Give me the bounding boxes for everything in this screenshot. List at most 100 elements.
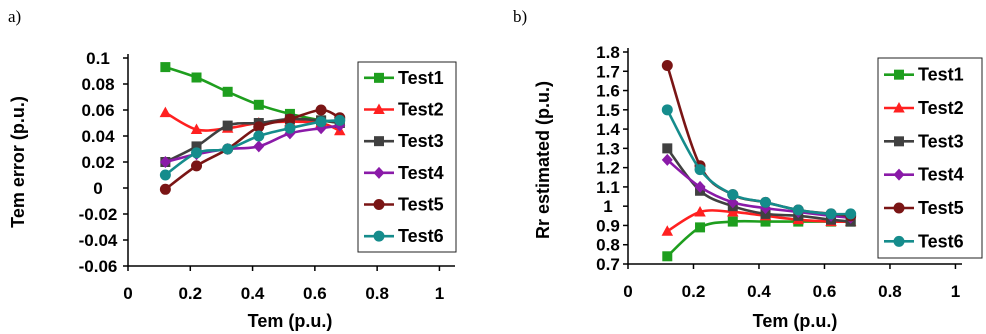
y-tick-label: -0.04 (79, 231, 118, 250)
data-point (661, 59, 673, 71)
data-point (159, 156, 171, 168)
x-tick-label: 0.4 (747, 282, 771, 301)
legend-swatch-marker (374, 136, 384, 147)
panel-label: a) (8, 7, 21, 26)
data-point (222, 120, 233, 131)
data-point (727, 216, 738, 227)
series-test6 (661, 104, 857, 220)
legend-label: Test2 (918, 98, 964, 118)
series-test6 (159, 114, 346, 181)
x-tick-label: 1 (435, 284, 444, 303)
y-tick-label: 0.9 (596, 216, 620, 235)
legend-swatch-marker (373, 199, 385, 210)
legend-label: Test4 (918, 165, 964, 185)
data-point (315, 116, 327, 128)
x-tick-label: 1 (951, 282, 960, 301)
legend-swatch-marker (373, 166, 385, 179)
data-point (284, 113, 296, 125)
y-tick-label: 1.8 (596, 43, 620, 62)
data-point (727, 189, 739, 201)
legend-label: Test5 (398, 195, 444, 215)
y-tick-label: 0 (93, 179, 102, 198)
x-axis-title: Tem (p.u.) (248, 311, 333, 331)
legend-swatch-marker (373, 103, 385, 114)
legend-label: Test1 (918, 65, 964, 85)
legend-label: Test2 (398, 100, 444, 120)
y-tick-label: 0.7 (596, 255, 620, 274)
legend-box (877, 57, 983, 259)
data-point (695, 222, 706, 233)
data-point (792, 204, 804, 216)
legend-label: Test6 (918, 231, 964, 251)
y-tick-label: 0.06 (81, 101, 114, 120)
data-point (191, 147, 203, 159)
data-point (845, 208, 857, 220)
y-tick-label: -0.06 (79, 257, 118, 276)
x-tick-label: 0 (123, 284, 132, 303)
x-tick-label: 0.6 (303, 284, 327, 303)
x-tick-label: 0.6 (813, 282, 837, 301)
legend-swatch-marker (893, 202, 905, 214)
y-tick-label: 0.08 (81, 75, 114, 94)
x-tick-label: 0.2 (682, 282, 706, 301)
data-point (191, 160, 203, 172)
x-tick-label: 0 (623, 282, 632, 301)
data-point (694, 180, 706, 193)
x-tick-label: 0.8 (365, 284, 389, 303)
data-point (253, 130, 265, 142)
y-tick-label: 1.3 (596, 139, 620, 158)
legend: Test1 Test2 Test3 Test4 Test5 Test6 (357, 61, 457, 253)
y-tick-label: 0.02 (81, 153, 114, 172)
data-point (694, 164, 706, 176)
data-point (694, 205, 706, 217)
series-line (666, 219, 851, 258)
legend-label: Test5 (918, 198, 964, 218)
x-tick-label: 0.2 (178, 284, 202, 303)
y-tick-label: 1.2 (596, 159, 620, 178)
y-tick-label: 1.4 (596, 120, 620, 139)
legend-swatch-marker (894, 69, 904, 80)
data-point (191, 141, 202, 152)
y-tick-label: 0.1 (86, 49, 110, 68)
data-point (159, 106, 172, 118)
data-point (315, 104, 327, 116)
data-point (284, 122, 296, 134)
series-line (666, 109, 851, 216)
data-point (222, 86, 233, 97)
data-point (661, 153, 673, 166)
data-point (222, 143, 234, 155)
data-point (760, 216, 771, 227)
data-point (662, 143, 673, 154)
legend-swatch-marker (893, 102, 905, 113)
legend-label: Test1 (398, 68, 444, 88)
legend-swatch-marker (894, 136, 904, 147)
y-tick-label: 1.1 (596, 178, 620, 197)
y-tick-label: 1.7 (596, 62, 620, 81)
y-axis-title: Tem error (p.u.) (8, 96, 28, 228)
panel-label: b) (513, 7, 527, 26)
y-tick-label: 1.6 (596, 82, 620, 101)
data-point (661, 104, 673, 116)
y-axis-title: Rr estimated (p.u.) (533, 81, 553, 239)
data-point (253, 99, 264, 110)
legend-swatch-marker (374, 72, 384, 83)
chart-a: a) 0.1 0.08 0.06 0.04 0.02 0 -0.02 -0.04 -0.06 0 0.… (8, 7, 457, 331)
data-point (760, 196, 772, 208)
data-point (253, 140, 265, 153)
legend: Test1 Test2 Test3 Test4 Test5 Test6 (877, 57, 983, 259)
data-point (160, 62, 171, 73)
data-point (662, 251, 673, 262)
legend-label: Test3 (398, 131, 444, 151)
data-point (159, 169, 171, 181)
series-line (666, 65, 851, 218)
x-tick-label: 0.8 (878, 282, 902, 301)
legend-swatch-marker (373, 230, 385, 242)
x-axis-title: Tem (p.u.) (753, 311, 838, 331)
chart-b: b)1.81.71.61.51.41.31.21.110.90.80.70 0.2… (513, 7, 983, 331)
legend-label: Test6 (398, 226, 444, 246)
legend-label: Test4 (398, 163, 444, 183)
data-point (727, 205, 739, 217)
data-point (661, 225, 674, 236)
data-point (825, 208, 837, 220)
